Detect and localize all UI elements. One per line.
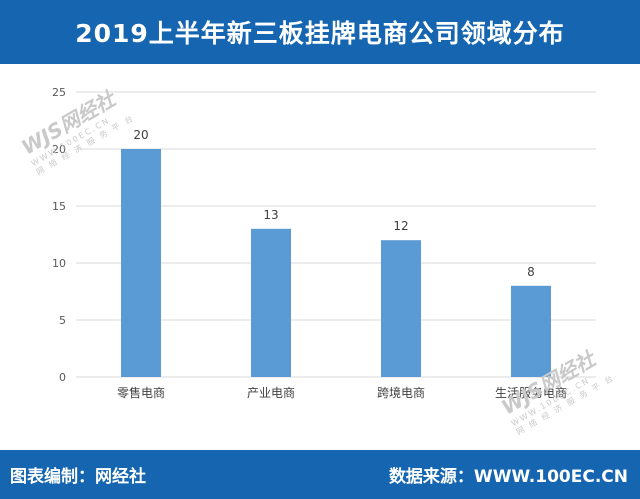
data-label: 8 — [527, 265, 535, 279]
footer-source: 数据来源：WWW.100EC.CN — [388, 467, 628, 487]
footer-credit: 图表编制：网经社 — [10, 467, 146, 487]
y-tick-label: 25 — [52, 86, 66, 99]
bar — [121, 149, 161, 377]
data-label: 20 — [133, 128, 148, 142]
y-tick-label: 20 — [52, 143, 66, 156]
bar — [511, 285, 551, 377]
y-tick-label: 15 — [52, 200, 66, 213]
x-tick-label: 产业电商 — [247, 385, 295, 400]
x-tick-label: 生活服务电商 — [495, 385, 567, 400]
chart-footer: 图表编制：网经社 数据来源：WWW.100EC.CN — [0, 450, 640, 499]
x-tick-label: 零售电商 — [117, 385, 165, 400]
chart-header: 2019上半年新三板挂牌电商公司领域分布 — [0, 0, 640, 64]
data-label: 13 — [263, 208, 278, 222]
y-tick-label: 0 — [59, 371, 66, 384]
plot-area: 0 5 10 15 20 25 20 零售电商 13 产业电商 12 跨境电商 8 生活服务电商 WJS网… — [0, 64, 640, 450]
y-tick-label: 5 — [59, 314, 66, 327]
bar — [381, 240, 421, 377]
bar — [251, 228, 291, 377]
x-tick-label: 跨境电商 — [377, 385, 425, 400]
y-tick-label: 10 — [52, 257, 66, 270]
chart-title: 2019上半年新三板挂牌电商公司领域分布 — [75, 19, 565, 48]
data-label: 12 — [393, 219, 408, 233]
bar-chart: 0 5 10 15 20 25 20 零售电商 13 产业电商 12 跨境电商 8 生活服务电商 — [52, 86, 596, 400]
